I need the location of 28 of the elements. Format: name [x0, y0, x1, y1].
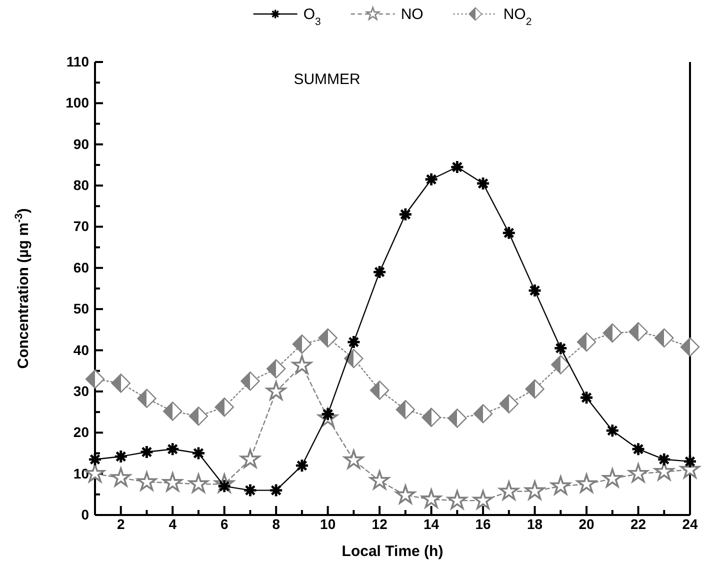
x-tick-label: 14	[424, 516, 440, 532]
legend-label: O$_{3}$	[303, 6, 321, 28]
legend-label: NO$_{2}$	[503, 6, 532, 28]
y-tick-label: 90	[73, 136, 90, 152]
x-tick-label: 4	[168, 516, 177, 532]
x-tick-label: 8	[272, 516, 280, 532]
x-tick-label: 2	[116, 516, 125, 532]
y-tick-label: 110	[66, 53, 90, 70]
y-tick-label: 80	[73, 177, 90, 194]
text: SUMMER	[294, 71, 361, 88]
x-tick-label: 10	[320, 516, 336, 532]
legend-label: NO	[400, 6, 424, 23]
y-tick-label: 30	[73, 382, 90, 399]
y-tick-label: 20	[73, 424, 90, 440]
x-axis-title: Local Time (h)	[342, 543, 444, 560]
y-tick-label: 70	[73, 218, 90, 234]
x-tick-label: 24	[682, 516, 698, 532]
y-tick-label: 60	[73, 259, 90, 276]
x-tick-label: 12	[372, 516, 388, 532]
y-tick-label: 40	[73, 342, 90, 358]
x-tick-label: 18	[526, 516, 543, 532]
y-tick-label: 100	[66, 94, 90, 111]
y-tick-label: 0	[81, 506, 90, 522]
x-tick-label: 20	[578, 516, 595, 532]
x-tick-label: 6	[220, 516, 228, 532]
x-tick-label: 16	[475, 516, 492, 532]
x-tick-label: 22	[630, 516, 646, 532]
y-tick-label: 50	[73, 300, 90, 317]
